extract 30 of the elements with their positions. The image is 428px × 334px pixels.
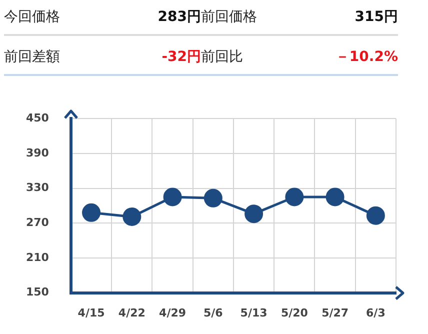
y-tick-label: 330	[26, 181, 50, 194]
x-tick-label: 4/29	[159, 306, 186, 320]
text: －10.2%	[334, 48, 398, 66]
text: 前回差額	[4, 48, 61, 66]
y-tick-label: 390	[26, 146, 50, 160]
y-tick-label: 210	[26, 250, 50, 264]
x-tick-label: 5/20	[280, 306, 308, 320]
text: 前回比	[201, 48, 244, 66]
point	[366, 206, 385, 225]
text: -32円	[160, 48, 201, 66]
point	[122, 207, 142, 226]
point	[82, 203, 101, 222]
text: 前回価格	[201, 8, 258, 26]
x-tick-label: 4/15	[78, 306, 105, 320]
point	[285, 188, 304, 206]
x-tick-label: 4/22	[118, 306, 146, 320]
x-tick-label: 5/6	[204, 306, 224, 320]
y-tick-label: 450	[26, 111, 50, 124]
point	[204, 188, 222, 208]
text: 315円	[354, 8, 398, 26]
point	[244, 204, 264, 224]
text: 283円	[156, 8, 201, 26]
y-tick-label: 270	[26, 216, 50, 229]
y-tick-label: 150	[26, 286, 50, 299]
point	[163, 188, 182, 206]
x-tick-label: 6/3	[366, 306, 386, 320]
point	[326, 188, 344, 206]
text: 今回価格	[4, 8, 61, 26]
x-tick-label: 5/27	[322, 306, 349, 320]
x-tick-label: 5/13	[240, 306, 268, 320]
